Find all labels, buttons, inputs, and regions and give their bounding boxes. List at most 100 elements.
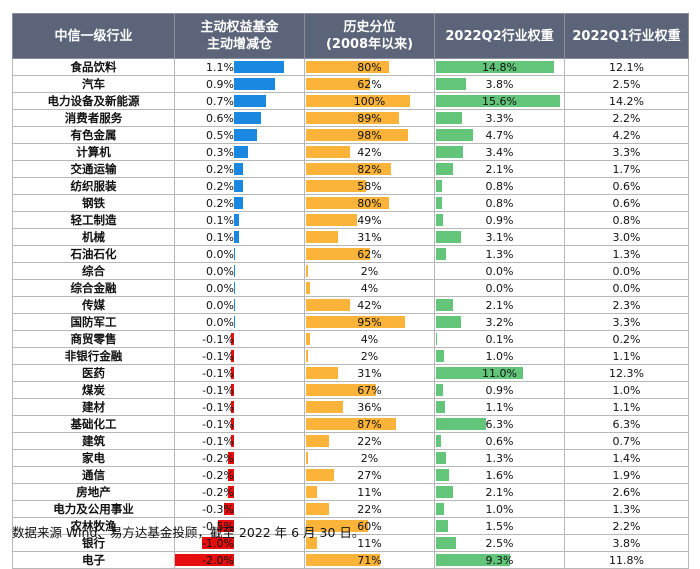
q1-weight-value: 6.3% [564,415,689,433]
q2-weight-bar [436,452,447,464]
industry-name: 综合金融 [12,279,175,297]
active-change-label: 0.5% [206,128,234,142]
active-change-label: 0.0% [206,281,234,295]
table-row: 房地产 -0.2% 11% 2.1% 2.6% [12,483,689,501]
q2-weight-bar [436,333,437,345]
q2-weight-label: 0.8% [485,179,514,193]
q2-weight-bar [436,350,444,362]
active-change-bar [234,78,275,90]
q2-weight-cell: 1.1% [434,398,565,416]
q1-weight-value: 11.8% [564,551,689,569]
active-change-bar [234,146,248,158]
percentile-bar [306,180,367,192]
q1-weight-value: 0.6% [564,177,689,195]
q2-weight-cell: 0.8% [434,177,565,195]
active-change-bar [230,384,234,396]
table-row: 国防军工 0.0% 95% 3.2% 3.3% [12,313,689,331]
active-change-cell: -0.1% [174,347,305,365]
active-change-bar [227,486,234,498]
active-change-bar [218,520,234,532]
q2-weight-cell: 11.0% [434,364,565,382]
percentile-label: 27% [357,468,382,482]
q2-weight-cell: 0.8% [434,194,565,212]
q2-weight-cell: 3.2% [434,313,565,331]
table-row: 食品饮料 1.1% 80% 14.8% 12.1% [12,58,689,76]
industry-name: 综合 [12,262,175,280]
q2-weight-label: 0.0% [485,281,514,295]
percentile-label: 67% [357,383,382,397]
percentile-bar [306,469,335,481]
industry-name: 食品饮料 [12,58,175,76]
q1-weight-value: 1.4% [564,449,689,467]
percentile-cell: 27% [304,466,435,484]
percentile-cell: 80% [304,194,435,212]
q2-weight-cell: 14.8% [434,58,565,76]
percentile-bar [306,129,408,141]
percentile-label: 80% [357,196,382,210]
active-change-bar [230,435,234,447]
q2-weight-label: 1.3% [485,451,514,465]
percentile-cell: 98% [304,126,435,144]
active-change-label: -0.1% [202,400,234,414]
q2-weight-cell: 9.3% [434,551,565,569]
active-change-cell: 0.0% [174,313,305,331]
table-row: 有色金属 0.5% 98% 4.7% 4.2% [12,126,689,144]
q1-weight-value: 0.7% [564,432,689,450]
industry-weights-table: 中信一级行业 主动权益基金 主动增减仓 历史分位 (2008年以来) 2022Q… [12,13,689,569]
active-change-bar [234,316,235,328]
table-row: 基础化工 -0.1% 87% 6.3% 6.3% [12,415,689,433]
percentile-bar [306,503,329,515]
industry-name: 消费者服务 [12,109,175,127]
table-row: 商贸零售 -0.1% 4% 0.1% 0.2% [12,330,689,348]
active-change-label: -0.1% [202,434,234,448]
table-row: 综合 0.0% 2% 0.0% 0.0% [12,262,689,280]
percentile-bar [306,61,390,73]
active-change-label: 0.0% [206,315,234,329]
table-row: 煤炭 -0.1% 67% 0.9% 1.0% [12,381,689,399]
q2-weight-cell: 1.3% [434,449,565,467]
active-change-cell: 0.0% [174,279,305,297]
active-change-bar [234,197,243,209]
percentile-bar [306,112,399,124]
q2-weight-cell: 2.5% [434,534,565,552]
table-row: 消费者服务 0.6% 89% 3.3% 2.2% [12,109,689,127]
q2-weight-bar [436,197,443,209]
industry-table: 中信一级行业 主动权益基金 主动增减仓 历史分位 (2008年以来) 2022Q… [12,13,689,569]
percentile-label: 87% [357,417,382,431]
percentile-label: 11% [357,485,382,499]
q2-weight-label: 3.2% [485,315,514,329]
percentile-cell: 36% [304,398,435,416]
percentile-bar [306,435,329,447]
active-change-bar [234,282,235,294]
q2-weight-label: 3.8% [485,77,514,91]
active-change-label: 0.1% [206,230,234,244]
percentile-bar [306,452,309,464]
q1-weight-value: 3.8% [564,534,689,552]
active-change-bar [230,367,234,379]
industry-name: 房地产 [12,483,175,501]
table-row: 建材 -0.1% 36% 1.1% 1.1% [12,398,689,416]
q2-weight-bar [436,316,462,328]
percentile-cell: 62% [304,75,435,93]
q1-weight-value: 2.5% [564,75,689,93]
percentile-cell: 31% [304,228,435,246]
q2-weight-cell: 1.3% [434,245,565,263]
q1-weight-value: 3.0% [564,228,689,246]
q2-weight-label: 1.0% [485,502,514,516]
q2-weight-cell: 2.1% [434,296,565,314]
q2-weight-bar [436,537,456,549]
q2-weight-bar [436,418,487,430]
active-change-cell: 0.0% [174,245,305,263]
percentile-bar [306,95,410,107]
percentile-label: 22% [357,502,382,516]
q2-weight-label: 2.1% [485,298,514,312]
percentile-label: 49% [357,213,382,227]
q1-weight-value: 1.9% [564,466,689,484]
percentile-label: 80% [357,60,382,74]
q2-weight-bar [436,163,453,175]
q2-weight-bar [436,214,444,226]
q2-weight-cell: 3.3% [434,109,565,127]
industry-name: 国防军工 [12,313,175,331]
industry-name: 纺织服装 [12,177,175,195]
active-change-bar [234,180,243,192]
